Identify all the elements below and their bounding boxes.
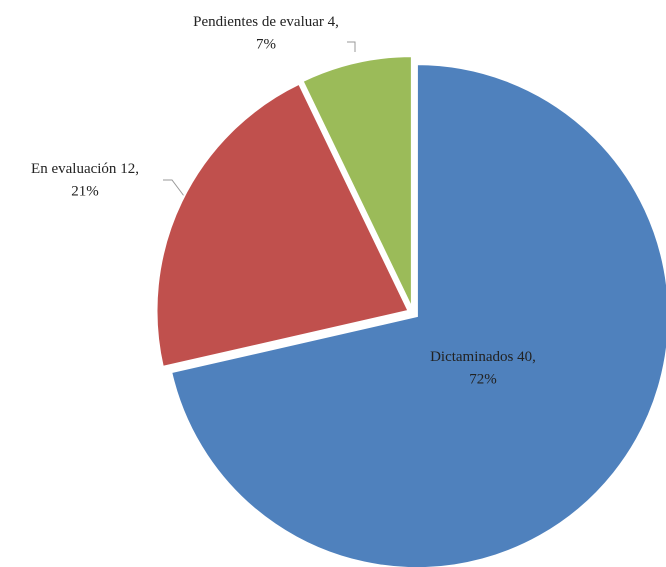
pie-slice: [301, 55, 413, 309]
percent-label: 21%: [71, 183, 99, 199]
data-label: En evaluación 12,: [31, 161, 139, 177]
leader-line: [347, 41, 356, 52]
data-label: Pendientes de evaluar 4,: [193, 14, 339, 30]
pie-slice: [155, 82, 410, 369]
percent-label: 72%: [469, 371, 497, 387]
percent-label: 7%: [256, 36, 276, 52]
data-label: Dictaminados 40,: [430, 349, 536, 365]
value-label: 12,: [120, 161, 139, 177]
pie-slice: [170, 63, 666, 567]
leader-line: [163, 179, 185, 197]
value-label: 40,: [517, 349, 536, 365]
category-name: En evaluación: [31, 161, 117, 177]
value-label: 4,: [328, 14, 339, 30]
category-name: Pendientes de evaluar: [193, 14, 324, 30]
category-name: Dictaminados: [430, 349, 513, 365]
